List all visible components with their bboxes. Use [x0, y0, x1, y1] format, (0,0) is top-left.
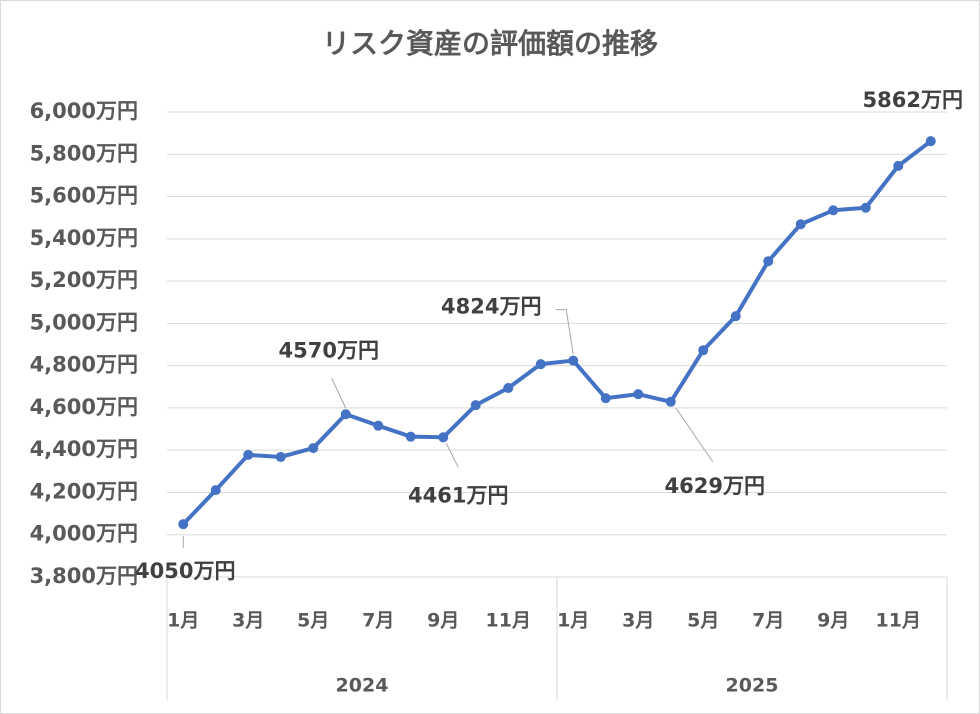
x-tick-label: 5月	[687, 610, 719, 632]
data-marker	[665, 396, 676, 407]
data-marker	[405, 431, 416, 442]
x-tick-label: 7月	[362, 610, 394, 632]
y-tick-label: 3,800万円	[30, 564, 138, 588]
data-marker	[860, 202, 871, 213]
data-marker	[243, 449, 254, 460]
y-tick-label: 4,000万円	[30, 522, 138, 546]
data-marker	[633, 389, 644, 400]
data-marker	[568, 355, 579, 366]
data-marker	[600, 393, 611, 404]
data-label: 4050万円	[135, 559, 235, 583]
data-marker	[535, 359, 546, 370]
y-tick-label: 4,800万円	[30, 353, 138, 377]
data-marker	[698, 345, 709, 356]
data-marker	[893, 160, 904, 171]
x-tick-label: 9月	[817, 610, 849, 632]
data-label: 4629万円	[665, 474, 765, 498]
leader-line	[556, 309, 574, 355]
data-marker	[438, 432, 449, 443]
data-marker	[178, 519, 189, 530]
data-label: 4570万円	[279, 338, 379, 362]
data-marker	[503, 383, 514, 394]
data-marker	[340, 409, 351, 420]
data-marker	[828, 205, 839, 216]
y-tick-label: 5,800万円	[30, 141, 138, 165]
x-tick-label: 1月	[557, 610, 589, 632]
data-marker	[308, 443, 319, 454]
data-marker	[470, 400, 481, 411]
leader-line	[445, 443, 459, 468]
data-label: 5862万円	[863, 88, 963, 112]
x-group-label: 2024	[336, 675, 389, 697]
y-tick-label: 5,000万円	[30, 310, 138, 334]
x-tick-label: 11月	[486, 610, 531, 632]
x-tick-label: 1月	[167, 610, 199, 632]
data-marker	[795, 219, 806, 230]
data-label: 4461万円	[408, 483, 508, 507]
y-tick-label: 4,400万円	[30, 437, 138, 461]
leader-line	[331, 378, 347, 409]
y-tick-label: 4,200万円	[30, 479, 138, 503]
y-tick-label: 4,600万円	[30, 395, 138, 419]
data-line	[181, 139, 932, 526]
x-tick-label: 7月	[752, 610, 784, 632]
y-tick-label: 6,000万円	[30, 99, 138, 123]
y-tick-label: 5,600万円	[30, 184, 138, 208]
leader-line	[675, 407, 714, 463]
data-label: 4824万円	[441, 295, 541, 319]
data-marker	[730, 311, 741, 322]
x-tick-label: 11月	[876, 610, 921, 632]
data-marker	[275, 451, 286, 462]
chart-title: リスク資産の評価額の推移	[322, 27, 658, 60]
y-tick-label: 5,200万円	[30, 268, 138, 292]
x-tick-label: 5月	[297, 610, 329, 632]
x-tick-label: 9月	[427, 610, 459, 632]
data-marker	[763, 256, 774, 267]
data-marker	[925, 136, 936, 147]
data-marker	[373, 420, 384, 431]
x-tick-label: 3月	[232, 610, 264, 632]
x-tick-label: 3月	[622, 610, 654, 632]
y-tick-label: 5,400万円	[30, 226, 138, 250]
x-group-label: 2025	[726, 675, 779, 697]
data-marker	[210, 485, 221, 496]
